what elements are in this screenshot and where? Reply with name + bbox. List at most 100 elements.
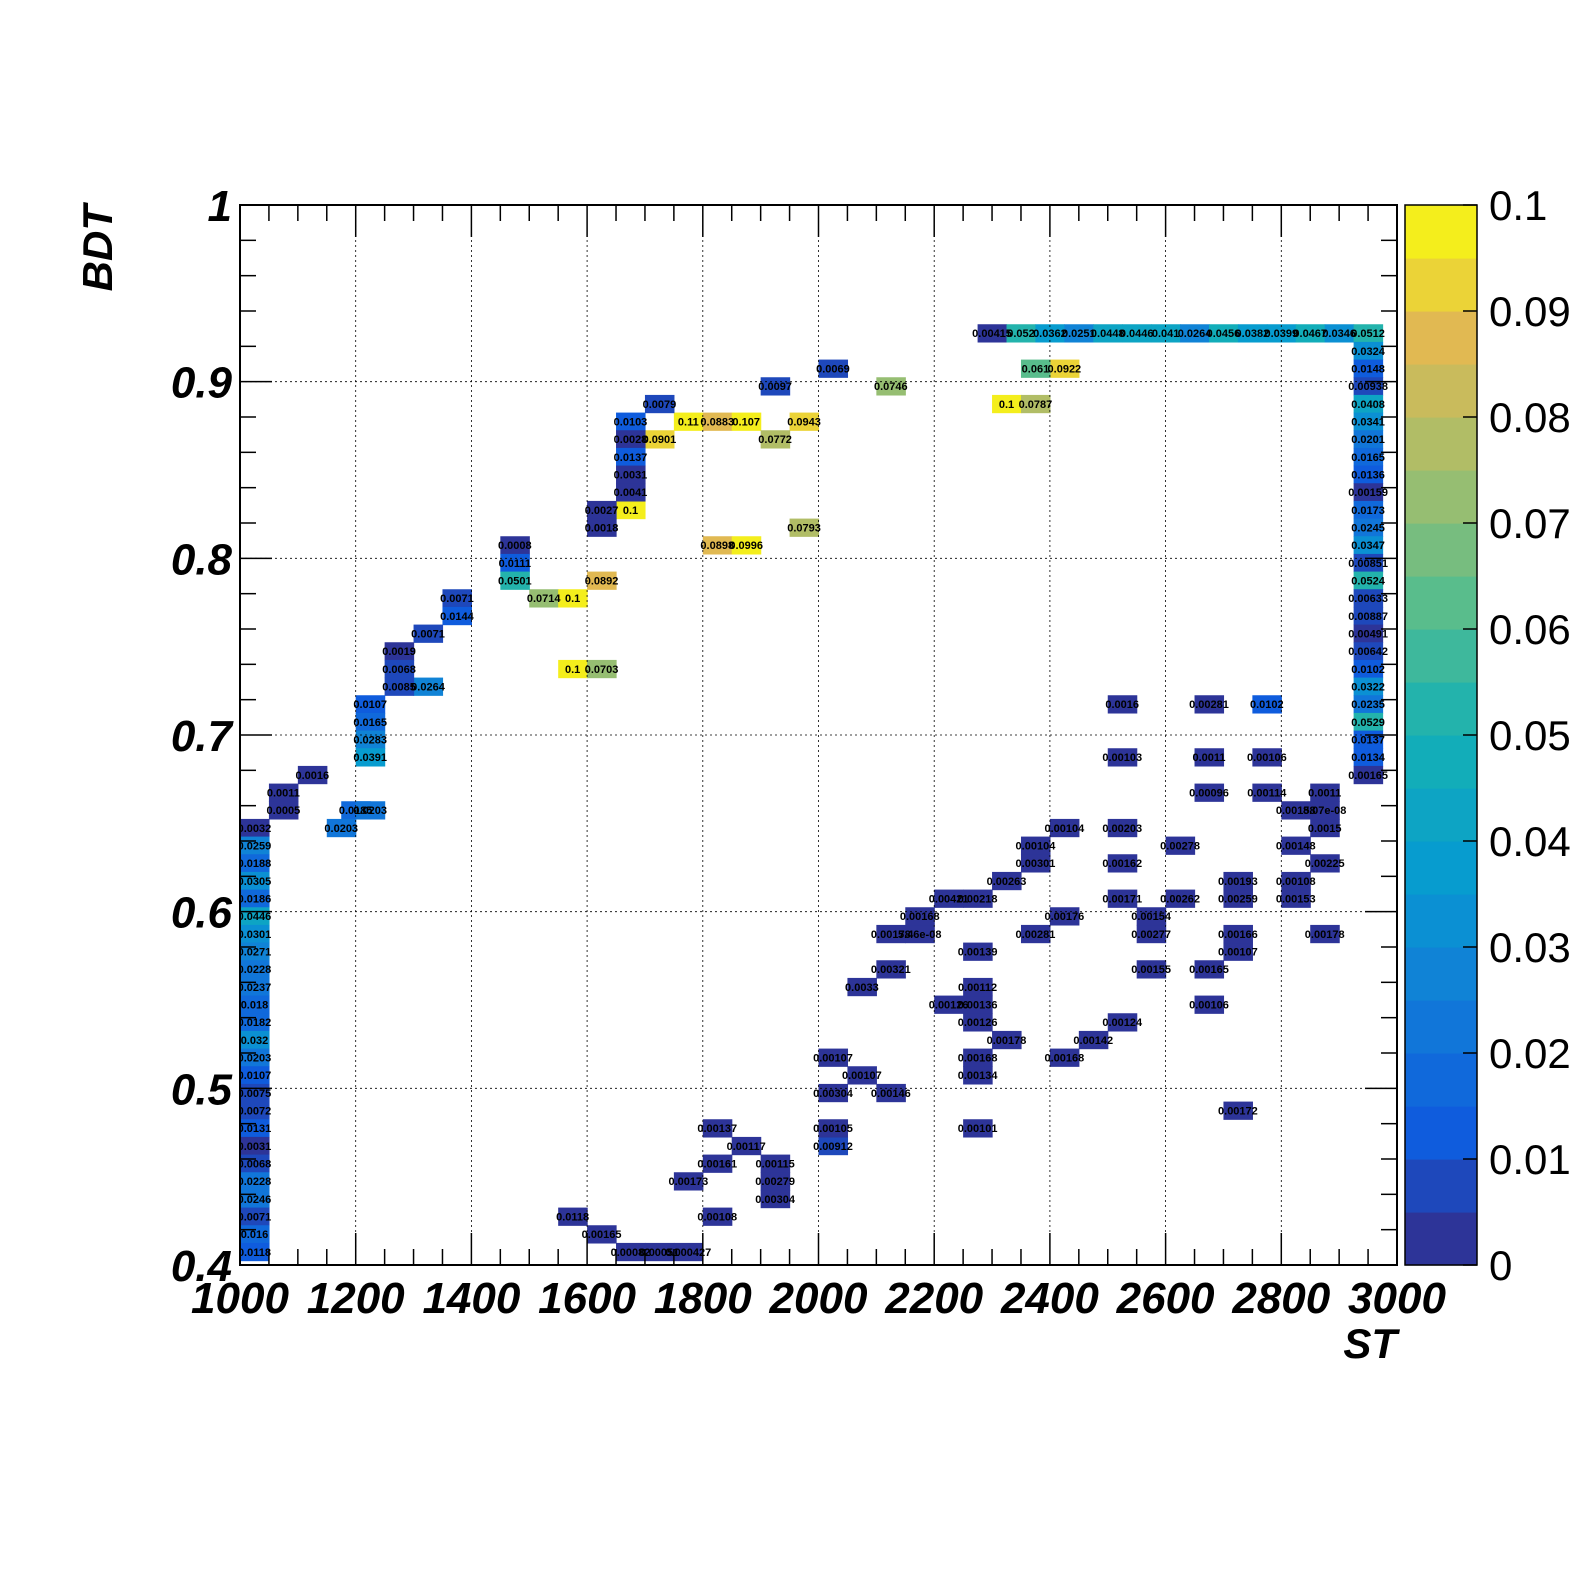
cell-value-label: 0.0015 (1308, 823, 1342, 835)
heatmap-cell (1310, 924, 1340, 944)
heatmap-cell (240, 960, 270, 979)
heatmap-cell (963, 1066, 993, 1085)
cell-value-label: 0.00301 (1016, 858, 1056, 870)
cell-value-label: 0.00126 (929, 999, 969, 1011)
heatmap-cell (702, 536, 733, 555)
heatmap-cell (1353, 659, 1384, 679)
cell-value-label: 0.0524 (1351, 575, 1386, 587)
cell-value-label: 0.041 (1152, 328, 1180, 340)
cell-value-label: 0.0033 (845, 982, 879, 994)
cell-value-label: 0.0228 (238, 964, 272, 976)
heatmap-cell (384, 642, 415, 661)
heatmap-cell (934, 889, 964, 908)
cell-value-label: 0.00155 (1131, 964, 1171, 976)
cell-value-label: 0.00107 (842, 1070, 882, 1082)
cell-value-label: 0.00154 (1131, 911, 1172, 923)
cell-value-label: 0.00114 (1247, 787, 1287, 799)
cell-value-label: 0.0118 (556, 1211, 589, 1223)
cell-value-label: 0.0068 (382, 664, 416, 676)
heatmap-cell (1281, 801, 1311, 820)
cell-value-label: 0.0016 (1105, 699, 1139, 711)
cell-value-label: 0.00263 (987, 876, 1027, 888)
colorbar-step (1405, 576, 1477, 630)
cell-value-label: 0.00104 (1044, 823, 1085, 835)
heatmap-cell (616, 430, 646, 449)
heatmap-cell (1353, 412, 1384, 431)
cell-value-label: 5.46e-08 (898, 929, 941, 941)
y-tick-label: 0.4 (171, 1242, 232, 1291)
heatmap-cell (1353, 606, 1384, 626)
heatmap-cell (1295, 324, 1326, 343)
x-tick-label: 1400 (422, 1274, 520, 1323)
cell-value-label: 0.0136 (1351, 469, 1385, 481)
cell-value-label: 0.0075 (238, 1088, 272, 1100)
heatmap-cell (789, 412, 820, 431)
cell-value-label: 0.0069 (816, 363, 850, 375)
cell-value-label: 0.0028 (614, 434, 648, 446)
heatmap-cell (963, 995, 993, 1014)
heatmap-cell (1208, 324, 1239, 343)
colorbar-tick-label: 0 (1489, 1242, 1512, 1289)
heatmap-cell (587, 571, 617, 590)
cell-value-label: 0.0019 (382, 646, 416, 658)
heatmap-cell (1194, 960, 1225, 979)
colorbar-step (1405, 1212, 1477, 1266)
cell-value-label: 0.0079 (643, 399, 677, 411)
cell-value-label: 0.0186 (238, 893, 272, 905)
heatmap-cell (1353, 677, 1384, 696)
colorbar-tick-label: 0.02 (1489, 1030, 1571, 1077)
cell-value-label: 0.0772 (758, 434, 792, 446)
heatmap-cell (876, 1083, 906, 1103)
cell-value-label: 0.016 (241, 1229, 269, 1241)
heatmap-cell (847, 977, 877, 997)
colorbar-step (1405, 894, 1477, 948)
heatmap-cell (1310, 783, 1340, 802)
cell-value-label: 0.00262 (1160, 893, 1200, 905)
x-tick-label: 2800 (1231, 1274, 1330, 1323)
cell-value-label: 0.0107 (238, 1070, 272, 1082)
heatmap-cell (240, 995, 270, 1014)
cell-value-label: 0.0529 (1351, 717, 1385, 729)
cell-value-label: 0.00148 (1276, 840, 1316, 852)
colorbar-step (1405, 470, 1477, 524)
heatmap-cell (905, 924, 935, 944)
heatmap-cell (240, 1242, 270, 1262)
cell-value-label: 0.0018 (585, 522, 619, 534)
cell-value-label: 0.00277 (1131, 929, 1171, 941)
cell-value-label: 0.00168 (900, 911, 940, 923)
cell-value-label: 0.00633 (1348, 593, 1388, 605)
cell-value-label: 0.00142 (1073, 1035, 1113, 1047)
cell-value-label: 0.0016 (295, 770, 329, 782)
cell-value-label: 0.0068 (238, 1158, 272, 1170)
heatmap-cell (1353, 642, 1384, 661)
colorbar-step (1405, 1106, 1477, 1160)
cell-value-label: 0.00259 (1218, 893, 1258, 905)
heatmap-cell (240, 1172, 270, 1191)
heatmap-cell (1049, 818, 1080, 838)
cell-value-label: 0.00938 (1348, 381, 1388, 393)
cell-value-label: 0.00108 (1276, 876, 1316, 888)
heatmap-cell (616, 500, 646, 520)
cell-value-label: 0.0362 (1033, 328, 1067, 340)
heatmap-cell (673, 1242, 704, 1262)
heatmap-cell (760, 377, 791, 396)
cell-value-label: 0.0027 (585, 505, 619, 517)
heatmap-cell (1353, 430, 1384, 449)
cell-value-label: 0.00117 (727, 1141, 766, 1153)
cell-value-label: 0.0456 (1207, 328, 1241, 340)
y-tick-label: 0.5 (171, 1065, 233, 1114)
x-axis-title: ST (1343, 1320, 1400, 1367)
cell-value-label: 0.00851 (1348, 558, 1388, 570)
cell-value-label: 0.0391 (353, 752, 387, 764)
heatmap-cell (587, 1225, 617, 1244)
cell-value-label: 0.0892 (585, 575, 619, 587)
cell-value-label: 0.11 (678, 416, 699, 428)
cell-value-label: 0.0346 (1322, 328, 1356, 340)
cell-value-label: 0.00139 (958, 946, 998, 958)
heatmap-cell (413, 677, 444, 696)
heatmap-cell (818, 359, 849, 378)
cell-value-label: 0.0203 (353, 805, 387, 817)
cell-value-label: 0.061 (1022, 363, 1050, 375)
cell-value-label: 0.00158 (1276, 805, 1316, 817)
heatmap-cell (558, 589, 588, 608)
